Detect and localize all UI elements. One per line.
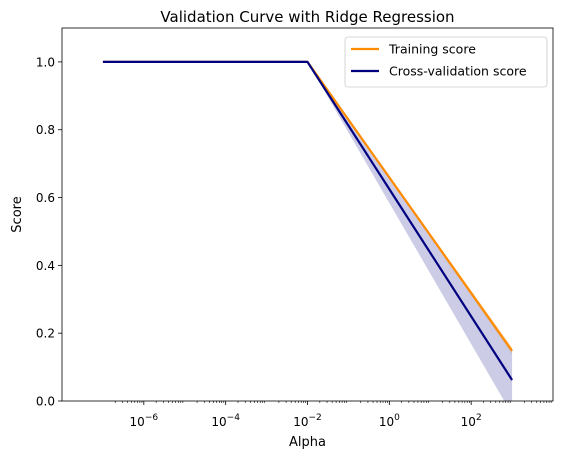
legend-label-cross-validation-score: Cross-validation score xyxy=(389,64,527,79)
x-tick-label: 10−2 xyxy=(293,413,322,429)
y-tick-label: 1.0 xyxy=(36,55,55,69)
x-tick-label: 100 xyxy=(379,413,400,429)
cross-validation-score-line xyxy=(102,60,514,381)
y-tick-label: 0.4 xyxy=(36,259,55,273)
y-axis-ticks: 0.0 0.2 0.4 0.6 0.8 1.0 xyxy=(36,55,62,409)
y-tick-label: 0.2 xyxy=(36,327,55,341)
chart-title: Validation Curve with Ridge Regression xyxy=(160,8,454,26)
y-tick-label: 0.8 xyxy=(36,123,55,137)
legend-box xyxy=(344,36,548,88)
x-axis-label: Alpha xyxy=(289,435,326,450)
legend-label-training-score: Training score xyxy=(388,42,476,57)
y-tick-label: 0.0 xyxy=(36,395,55,409)
x-tick-label: 10−4 xyxy=(211,413,240,429)
x-tick-label: 10−6 xyxy=(130,413,159,429)
x-tick-label: 102 xyxy=(461,413,482,429)
legend: Training score Cross-validation score xyxy=(344,36,548,88)
score-lines xyxy=(102,60,514,381)
x-axis-ticks: 10−6 10−4 10−2 100 102 xyxy=(114,401,552,429)
y-axis-label: Score xyxy=(10,196,25,232)
y-tick-label: 0.6 xyxy=(36,191,55,205)
